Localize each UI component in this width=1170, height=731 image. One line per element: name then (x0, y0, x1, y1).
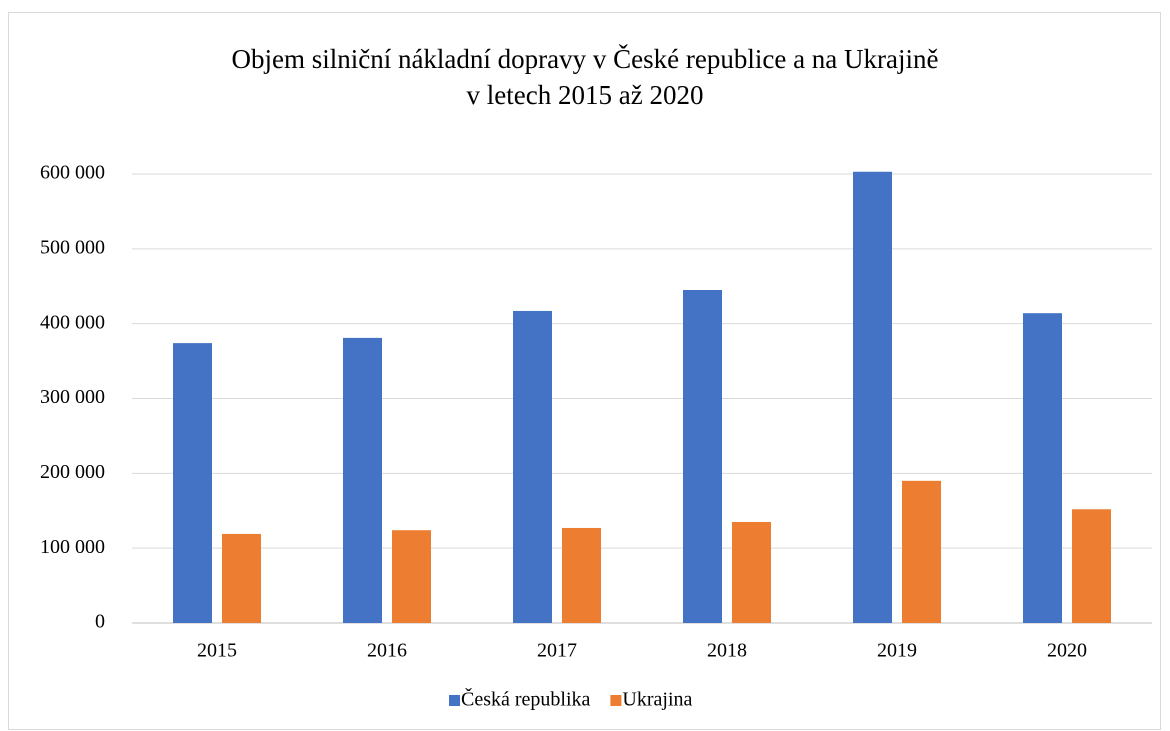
bar (683, 289, 722, 623)
x-tick-label: 2020 (1047, 640, 1087, 662)
legend-label: Česká republika (461, 687, 591, 711)
bar (853, 171, 892, 623)
y-tick-label: 0 (95, 611, 105, 633)
y-tick-label: 100 000 (40, 536, 105, 558)
legend-swatch (449, 695, 460, 706)
bar (562, 527, 601, 623)
legend-label: Ukrajina (622, 689, 692, 711)
bar (222, 533, 261, 623)
bar (513, 310, 552, 623)
x-tick-label: 2018 (707, 640, 747, 662)
x-tick-label: 2019 (877, 640, 917, 662)
bar (1072, 509, 1111, 623)
x-tick-label: 2015 (197, 640, 237, 662)
bar (902, 480, 941, 623)
bar (732, 521, 771, 623)
bar (392, 530, 431, 623)
y-tick-label: 400 000 (40, 311, 105, 333)
y-tick-label: 500 000 (40, 236, 105, 258)
bar (1023, 313, 1062, 623)
y-tick-label: 200 000 (40, 461, 105, 483)
bar (343, 337, 382, 623)
legend-swatch (610, 695, 622, 706)
x-tick-label: 2016 (367, 640, 407, 662)
chart-title: v letech 2015 až 2020 (467, 80, 704, 110)
chart-title: Objem silniční nákladní dopravy v České … (231, 44, 938, 74)
bar (173, 343, 212, 623)
x-tick-label: 2017 (537, 640, 577, 662)
y-tick-label: 600 000 (40, 162, 105, 184)
y-tick-label: 300 000 (40, 386, 105, 408)
